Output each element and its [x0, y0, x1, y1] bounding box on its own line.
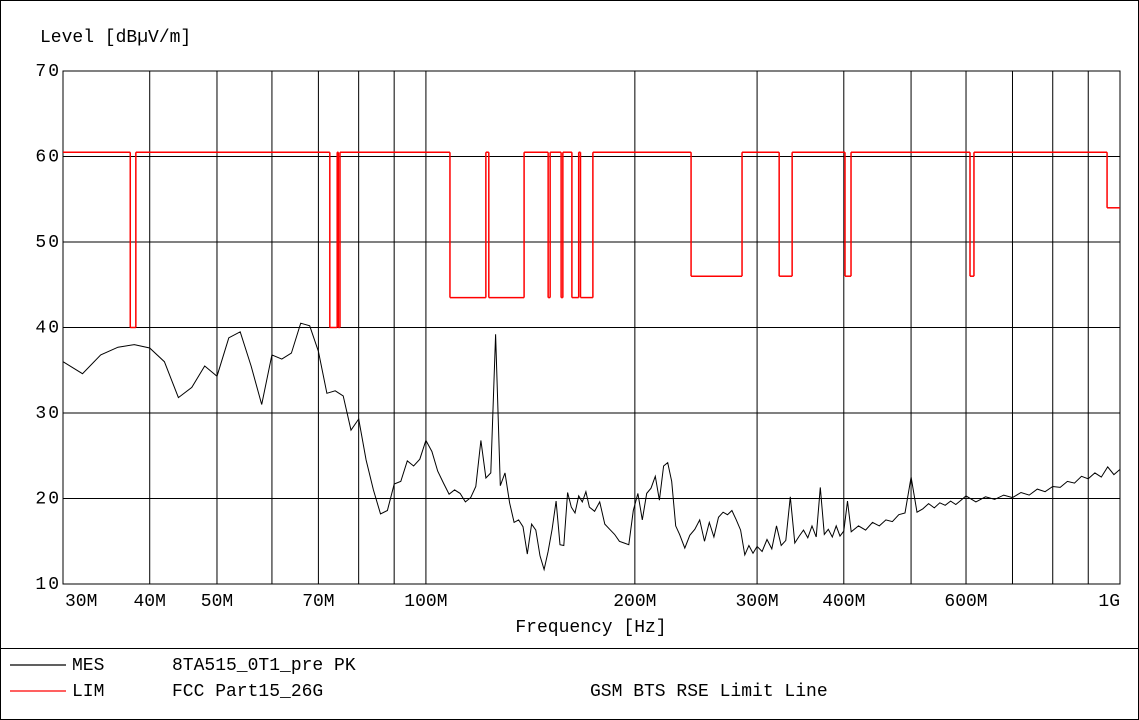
x-tick-label: 40M: [134, 592, 166, 612]
x-tick-label: 70M: [302, 592, 334, 612]
y-tick-label: 30: [35, 404, 61, 424]
y-tick-label: 40: [35, 318, 61, 338]
x-tick-label: 200M: [613, 592, 656, 612]
legend-note: GSM BTS RSE Limit Line: [590, 682, 828, 702]
y-tick-label: 20: [35, 489, 61, 509]
x-tick-label: 1G: [1098, 592, 1120, 612]
measurement-line: [63, 322, 1120, 572]
legend-label: MES: [72, 656, 104, 676]
legend-description: FCC Part15_26G: [172, 682, 323, 702]
y-tick-label: 10: [35, 575, 61, 595]
y-tick-label: 60: [35, 147, 61, 167]
x-tick-label: 50M: [201, 592, 233, 612]
x-tick-label: 100M: [404, 592, 447, 612]
x-tick-label: 300M: [735, 592, 778, 612]
legend-description: 8TA515_0T1_pre PK: [172, 656, 356, 676]
y-axis-label: Level [dBµV/m]: [40, 28, 191, 48]
x-tick-label: 400M: [822, 592, 865, 612]
legend-label: LIM: [72, 682, 104, 702]
x-tick-label: 30M: [65, 592, 97, 612]
y-tick-label: 70: [35, 62, 61, 82]
x-axis-label: Frequency [Hz]: [515, 618, 666, 638]
x-tick-label: 600M: [944, 592, 987, 612]
y-tick-label: 50: [35, 233, 61, 253]
plot-area: [62, 70, 1121, 585]
plot-layer: [63, 151, 1120, 572]
